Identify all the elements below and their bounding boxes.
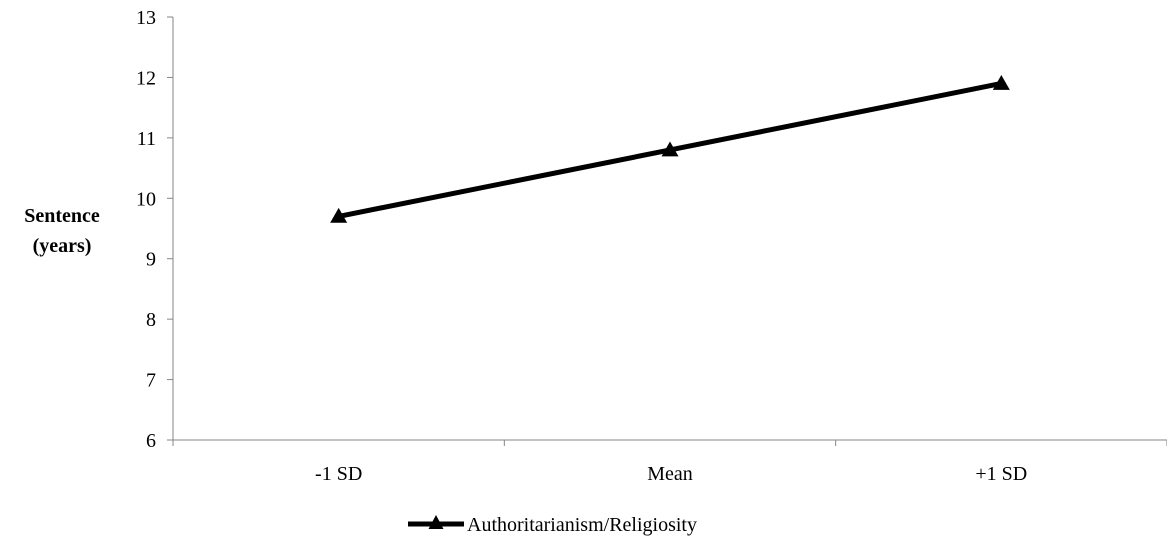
y-tick-label: 11: [137, 128, 156, 150]
y-axis-title-line-2: (years): [33, 235, 92, 257]
x-tick-labels: -1 SD Mean +1 SD: [315, 463, 1027, 485]
x-tick-label: Mean: [647, 463, 693, 485]
y-tick-label: 9: [146, 249, 156, 271]
y-tick-labels: 6 7 8 9 10 11 12 13: [136, 7, 156, 452]
y-tick-label: 13: [136, 7, 156, 29]
legend-label: Authoritarianism/Religiosity: [467, 514, 697, 536]
data-point-triangle-marker: [992, 74, 1010, 90]
axes: [167, 16, 1167, 446]
x-tick-label: +1 SD: [975, 463, 1027, 485]
y-axis-title: Sentence (years): [24, 205, 100, 257]
data-point-triangle-marker: [330, 207, 348, 223]
series-layer: [330, 74, 1010, 223]
y-axis-title-line-1: Sentence: [24, 205, 100, 227]
legend-triangle-marker-icon: [428, 515, 444, 529]
x-tick-label: -1 SD: [315, 463, 362, 485]
y-tick-label: 8: [146, 309, 156, 331]
data-point-triangle-marker: [661, 141, 679, 157]
y-tick-label: 7: [146, 370, 156, 392]
y-tick-label: 6: [146, 430, 156, 452]
y-tick-label: 10: [136, 188, 156, 210]
legend: Authoritarianism/Religiosity: [408, 514, 697, 536]
y-tick-label: 12: [136, 67, 156, 89]
